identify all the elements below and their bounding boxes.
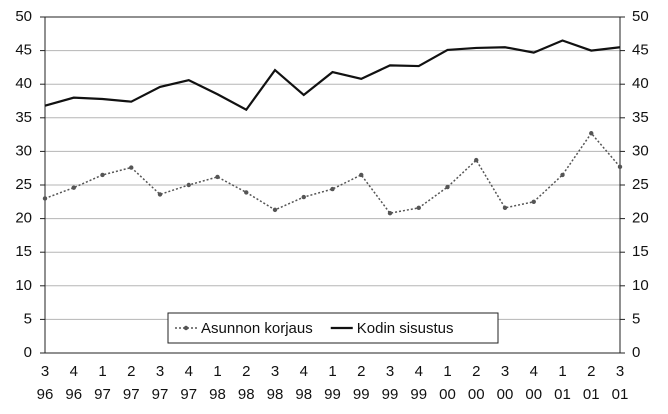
x-tick-label: 3 [271, 363, 279, 380]
y2-tick-label: 40 [632, 75, 649, 92]
y2-tick-label: 35 [632, 109, 649, 126]
x-tick-label: 2 [587, 363, 595, 380]
point [100, 172, 105, 178]
y2-tick-label: 30 [632, 142, 649, 159]
x-tick-label: 1 [213, 363, 221, 380]
x-tick-label: 2 [127, 363, 135, 380]
x-tick-label: 3 [156, 363, 164, 380]
point [215, 174, 220, 180]
x-tick-label: 97 [152, 386, 169, 403]
y2-tick-label: 5 [632, 310, 640, 327]
y-tick-label: 10 [15, 277, 32, 294]
x-tick-label: 99 [410, 386, 427, 403]
x-tick-label: 01 [583, 386, 600, 403]
point [186, 182, 191, 188]
point [416, 205, 421, 211]
x-tick-label: 97 [123, 386, 140, 403]
point [157, 192, 163, 197]
y2-tick-label: 15 [632, 243, 649, 260]
x-tick-label: 96 [65, 386, 82, 403]
x-tick-label: 98 [267, 386, 284, 403]
series-line [44, 132, 621, 215]
x-tick-label: 99 [382, 386, 399, 403]
x-tick-label: 2 [357, 363, 365, 380]
y-tick-label: 30 [15, 142, 32, 159]
x-tick-label: 1 [443, 363, 451, 380]
x-tick-label: 00 [525, 386, 542, 403]
x-tick-label: 01 [554, 386, 571, 403]
point [617, 164, 623, 170]
x-tick-label: 4 [530, 363, 538, 380]
x-tick-label: 99 [353, 386, 370, 403]
point [71, 185, 76, 190]
x-tick-label: 99 [324, 386, 341, 403]
x-tick-label: 00 [497, 386, 514, 403]
y-tick-label: 45 [15, 42, 32, 59]
y2-tick-label: 50 [632, 8, 649, 25]
point [272, 207, 278, 213]
x-tick-label: 96 [37, 386, 54, 403]
y2-tick-label: 20 [632, 210, 649, 227]
x-tick-label: 2 [472, 363, 480, 380]
point [531, 199, 536, 204]
y-tick-label: 50 [15, 8, 32, 25]
grid [45, 16, 620, 354]
point [560, 172, 565, 178]
point [445, 184, 450, 190]
y-tick-label: 5 [24, 310, 32, 327]
legend-label: Kodin sisustus [357, 320, 454, 337]
x-tick-label: 4 [70, 363, 78, 380]
x-tick-label: 4 [185, 363, 193, 380]
x-tick-label: 98 [295, 386, 312, 403]
y-tick-label: 40 [15, 75, 32, 92]
x-tick-label: 00 [468, 386, 485, 403]
x-tick-label: 98 [238, 386, 255, 403]
y2-tick-label: 25 [632, 176, 649, 193]
x-tick-label: 1 [558, 363, 566, 380]
y2-tick-label: 0 [632, 344, 640, 361]
legend-marker [183, 325, 189, 331]
point [129, 165, 134, 170]
x-tick-label: 4 [415, 363, 423, 380]
point [474, 157, 479, 163]
y-tick-label: 20 [15, 210, 32, 227]
x-tick-label: 3 [616, 363, 624, 380]
x-tick-label: 3 [41, 363, 49, 380]
x-tick-label: 97 [180, 386, 197, 403]
x-tick-label: 01 [612, 386, 629, 403]
point [301, 194, 306, 200]
y-tick-label: 25 [15, 176, 32, 193]
x-tick-label: 1 [328, 363, 336, 380]
x-tick-label: 4 [300, 363, 308, 380]
point [330, 186, 335, 192]
x-tick-label: 00 [439, 386, 456, 403]
point [244, 190, 249, 195]
x-tick-label: 98 [209, 386, 226, 403]
y-tick-label: 35 [15, 109, 32, 126]
x-tick-label: 1 [98, 363, 106, 380]
x-tick-label: 3 [386, 363, 394, 380]
point [359, 172, 364, 178]
series-line [44, 39, 621, 112]
point [589, 131, 594, 136]
y-tick-label: 0 [24, 344, 32, 361]
y-tick-label: 15 [15, 243, 32, 260]
y2-tick-label: 45 [632, 42, 649, 59]
x-tick-label: 3 [501, 363, 509, 380]
point [387, 211, 393, 216]
point [502, 205, 508, 211]
legend-label: Asunnon korjaus [201, 320, 313, 337]
point [42, 196, 48, 201]
x-tick-label: 2 [242, 363, 250, 380]
y2-tick-label: 10 [632, 277, 649, 294]
x-tick-label: 97 [94, 386, 111, 403]
